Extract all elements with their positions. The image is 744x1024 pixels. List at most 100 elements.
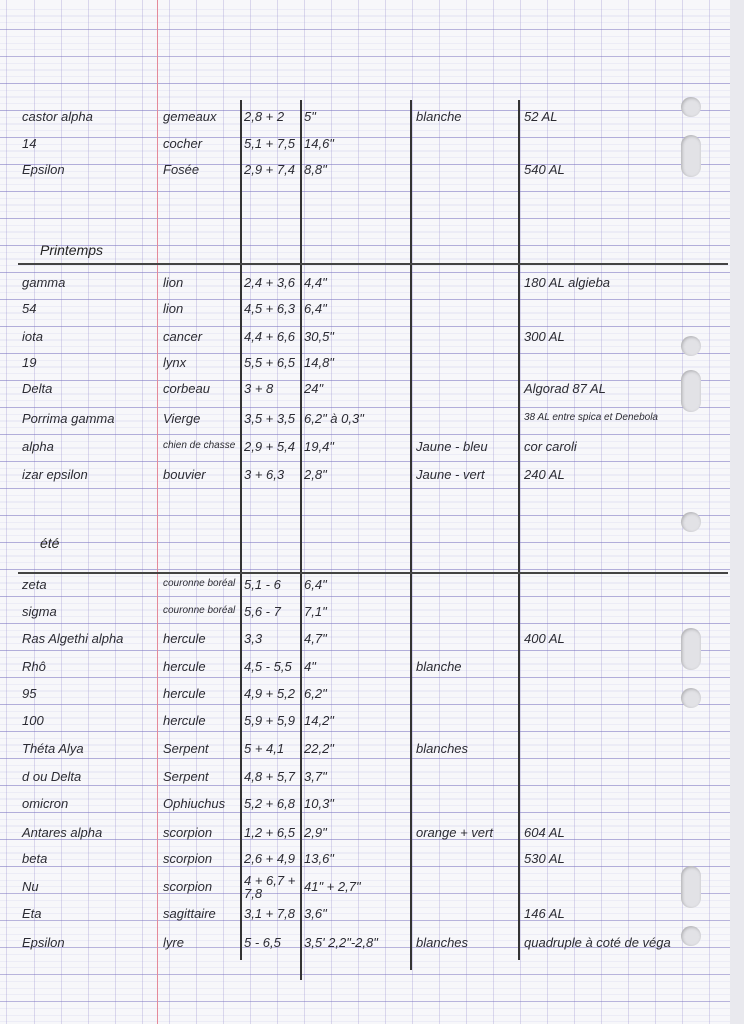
cell-star-colors: blanche bbox=[416, 109, 462, 124]
cell-separation: 6,2" à 0,3" bbox=[304, 411, 364, 426]
cell-separation: 4,7" bbox=[304, 631, 327, 646]
column-divider bbox=[410, 100, 412, 970]
cell-magnitudes: 3,3 bbox=[244, 631, 263, 646]
cell-separation: 2,9" bbox=[304, 825, 327, 840]
column-divider bbox=[518, 100, 520, 960]
cell-star-name: Rhô bbox=[22, 659, 46, 674]
cell-star-name: izar epsilon bbox=[22, 467, 88, 482]
cell-constellation: hercule bbox=[163, 713, 206, 728]
cell-star-colors: orange + vert bbox=[416, 825, 493, 840]
cell-constellation: sagittaire bbox=[163, 906, 216, 921]
cell-constellation: Serpent bbox=[163, 769, 209, 784]
cell-separation: 10,3" bbox=[304, 796, 334, 811]
cell-notes: Algorad 87 AL bbox=[524, 381, 606, 396]
cell-notes: cor caroli bbox=[524, 439, 577, 454]
cell-magnitudes: 5 + 4,1 bbox=[244, 741, 285, 756]
cell-separation: 13,6" bbox=[304, 851, 334, 866]
cell-magnitudes: 2,9 + 5,4 bbox=[244, 439, 295, 454]
section-rule bbox=[18, 572, 728, 574]
cell-separation: 19,4" bbox=[304, 439, 334, 454]
cell-separation: 24" bbox=[304, 381, 324, 396]
cell-separation: 22,2" bbox=[304, 741, 334, 756]
cell-magnitudes: 4 + 6,7 + 7,8 bbox=[244, 873, 296, 901]
cell-magnitudes: 4,5 + 6,3 bbox=[244, 301, 295, 316]
cell-constellation: Ophiuchus bbox=[163, 796, 226, 811]
cell-magnitudes: 2,6 + 4,9 bbox=[244, 851, 295, 866]
cell-separation: 6,2" bbox=[304, 686, 327, 701]
cell-separation: 4,4" bbox=[304, 275, 327, 290]
cell-star-colors: Jaune - bleu bbox=[416, 439, 488, 454]
cell-constellation: lynx bbox=[163, 355, 187, 370]
binder-hole bbox=[681, 866, 701, 908]
cell-magnitudes: 5,2 + 6,8 bbox=[244, 796, 295, 811]
cell-star-name: Epsilon bbox=[22, 935, 65, 950]
cell-constellation: lion bbox=[163, 301, 184, 316]
cell-notes: 604 AL bbox=[524, 825, 565, 840]
binder-hole bbox=[681, 135, 701, 177]
cell-constellation: couronne boréal bbox=[163, 605, 236, 616]
cell-star-name: Epsilon bbox=[22, 162, 65, 177]
cell-magnitudes: 3 + 8 bbox=[244, 381, 274, 396]
cell-star-name: castor alpha bbox=[22, 109, 93, 124]
cell-constellation: Serpent bbox=[163, 741, 209, 756]
cell-constellation: cancer bbox=[163, 329, 203, 344]
cell-magnitudes: 4,5 - 5,5 bbox=[244, 659, 292, 674]
cell-magnitudes: 5,1 + 7,5 bbox=[244, 136, 295, 151]
cell-star-name: 19 bbox=[22, 355, 37, 370]
cell-magnitudes: 5,1 - 6 bbox=[244, 577, 281, 592]
cell-separation: 3,6" bbox=[304, 906, 327, 921]
cell-star-colors: blanches bbox=[416, 935, 469, 950]
binder-hole bbox=[681, 628, 701, 670]
cell-star-name: sigma bbox=[22, 604, 57, 619]
cell-notes: 180 AL algieba bbox=[524, 275, 611, 290]
cell-constellation: cocher bbox=[163, 136, 203, 151]
cell-constellation: bouvier bbox=[163, 467, 206, 482]
cell-star-name: gamma bbox=[22, 275, 66, 290]
binder-hole bbox=[681, 97, 701, 117]
margin-line bbox=[157, 0, 158, 1024]
cell-magnitudes: 2,8 + 2 bbox=[244, 109, 285, 124]
column-divider bbox=[300, 100, 302, 980]
section-title: Printemps bbox=[40, 242, 104, 258]
cell-magnitudes: 4,8 + 5,7 bbox=[244, 769, 295, 784]
cell-notes: 530 AL bbox=[524, 851, 565, 866]
cell-magnitudes: 4,9 + 5,2 bbox=[244, 686, 295, 701]
section-rule bbox=[18, 263, 728, 265]
cell-constellation: scorpion bbox=[163, 879, 213, 894]
cell-star-name: Delta bbox=[22, 381, 53, 396]
cell-magnitudes: 4,4 + 6,6 bbox=[244, 329, 295, 344]
binder-hole bbox=[681, 336, 701, 356]
cell-star-name: Antares alpha bbox=[22, 825, 103, 840]
cell-magnitudes: 3 + 6,3 bbox=[244, 467, 285, 482]
column-divider bbox=[240, 100, 242, 960]
cell-constellation: couronne boréal bbox=[163, 578, 236, 589]
cell-magnitudes: 2,9 + 7,4 bbox=[244, 162, 295, 177]
cell-magnitudes: 5 - 6,5 bbox=[244, 935, 281, 950]
cell-separation: 14,2" bbox=[304, 713, 334, 728]
cell-star-name: Porrima gamma bbox=[22, 411, 115, 426]
cell-separation: 2,8" bbox=[304, 467, 327, 482]
cell-star-name: 95 bbox=[22, 686, 37, 701]
cell-star-name: beta bbox=[22, 851, 48, 866]
cell-star-name: Nu bbox=[22, 879, 39, 894]
binder-hole bbox=[681, 370, 701, 412]
cell-star-name: 14 bbox=[22, 136, 37, 151]
binder-hole bbox=[681, 688, 701, 708]
cell-constellation: scorpion bbox=[163, 825, 213, 840]
cell-magnitudes: 1,2 + 6,5 bbox=[244, 825, 295, 840]
cell-star-name: 54 bbox=[22, 301, 37, 316]
cell-separation: 6,4" bbox=[304, 577, 327, 592]
cell-notes: 146 AL bbox=[524, 906, 565, 921]
cell-star-name: omicron bbox=[22, 796, 69, 811]
cell-separation: 5" bbox=[304, 109, 316, 124]
cell-separation: 4" bbox=[304, 659, 316, 674]
cell-star-colors: Jaune - vert bbox=[416, 467, 485, 482]
cell-constellation: Vierge bbox=[163, 411, 201, 426]
cell-constellation: lion bbox=[163, 275, 184, 290]
cell-star-name: iota bbox=[22, 329, 43, 344]
cell-notes: 52 AL bbox=[524, 109, 558, 124]
cell-constellation: Fosée bbox=[163, 162, 200, 177]
binder-hole bbox=[681, 512, 701, 532]
cell-constellation: lyre bbox=[163, 935, 184, 950]
cell-separation: 8,8" bbox=[304, 162, 327, 177]
